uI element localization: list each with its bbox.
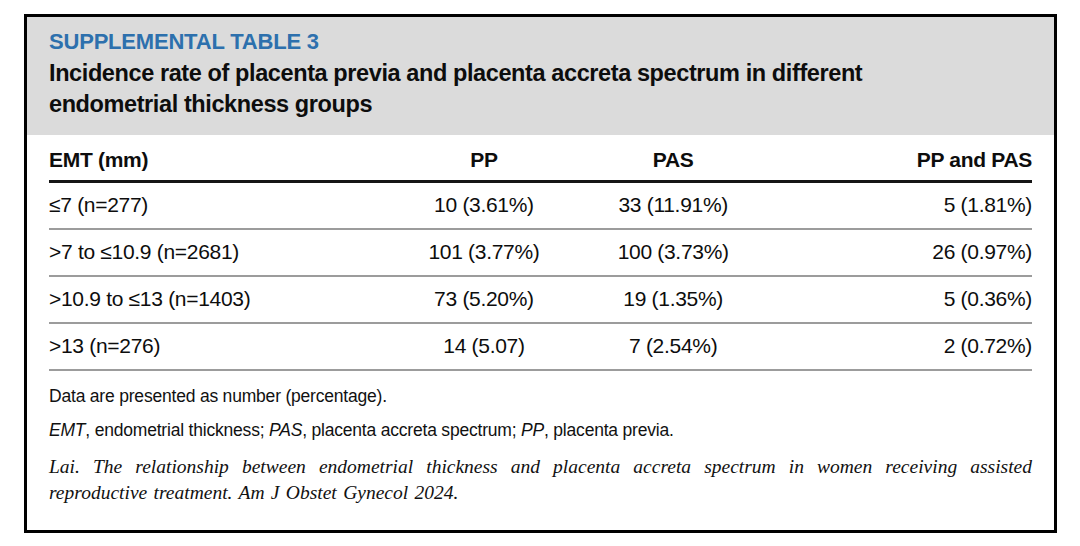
footnote-presentation: Data are presented as number (percentage…	[49, 386, 1032, 407]
cell-emt-group: >10.9 to ≤13 (n=1403)	[49, 276, 413, 323]
table-row: >10.9 to ≤13 (n=1403) 73 (5.20%) 19 (1.3…	[49, 276, 1032, 323]
cell-pas-value: 19 (1.35%)	[555, 276, 791, 323]
table-body: ≤7 (n=277) 10 (3.61%) 33 (11.91%) 5 (1.8…	[49, 182, 1032, 371]
supplemental-table-panel: SUPPLEMENTAL TABLE 3 Incidence rate of p…	[24, 14, 1057, 533]
data-table-container: EMT (mm) PP PAS PP and PAS ≤7 (n=277) 10…	[27, 135, 1054, 371]
cell-pp-and-pas-value: 2 (0.72%)	[791, 323, 1032, 370]
footnote-abbreviations: EMT, endometrial thickness; PAS, placent…	[49, 420, 1032, 441]
table-row: >7 to ≤10.9 (n=2681) 101 (3.77%) 100 (3.…	[49, 229, 1032, 276]
cell-pp-value: 101 (3.77%)	[413, 229, 556, 276]
cell-pas-value: 100 (3.73%)	[555, 229, 791, 276]
table-head: EMT (mm) PP PAS PP and PAS	[49, 135, 1032, 182]
col-header-pas: PAS	[555, 135, 791, 182]
supplemental-table-label: SUPPLEMENTAL TABLE 3	[49, 28, 1032, 55]
col-header-pp-and-pas: PP and PAS	[791, 135, 1032, 182]
cell-pas-value: 33 (11.91%)	[555, 182, 791, 230]
abbr-pas-definition: , placenta accreta spectrum;	[302, 420, 521, 440]
cell-pp-value: 10 (3.61%)	[413, 182, 556, 230]
abbr-emt: EMT	[49, 420, 85, 440]
table-row: >13 (n=276) 14 (5.07) 7 (2.54%) 2 (0.72%…	[49, 323, 1032, 370]
table-title-line1: Incidence rate of placenta previa and pl…	[49, 58, 1032, 89]
table-header-band: SUPPLEMENTAL TABLE 3 Incidence rate of p…	[27, 17, 1054, 135]
cell-emt-group: >7 to ≤10.9 (n=2681)	[49, 229, 413, 276]
abbr-emt-definition: , endometrial thickness;	[85, 420, 269, 440]
cell-pp-and-pas-value: 5 (1.81%)	[791, 182, 1032, 230]
footnotes: Data are presented as number (percentage…	[27, 386, 1054, 506]
citation: Lai. The relationship between endometria…	[49, 454, 1032, 506]
col-header-emt: EMT (mm)	[49, 135, 413, 182]
cell-pas-value: 7 (2.54%)	[555, 323, 791, 370]
cell-emt-group: ≤7 (n=277)	[49, 182, 413, 230]
abbr-pp-definition: , placenta previa.	[544, 420, 674, 440]
cell-emt-group: >13 (n=276)	[49, 323, 413, 370]
cell-pp-value: 14 (5.07)	[413, 323, 556, 370]
abbr-pas: PAS	[269, 420, 302, 440]
cell-pp-and-pas-value: 26 (0.97%)	[791, 229, 1032, 276]
cell-pp-value: 73 (5.20%)	[413, 276, 556, 323]
table-title-line2: endometrial thickness groups	[49, 89, 1032, 120]
incidence-table: EMT (mm) PP PAS PP and PAS ≤7 (n=277) 10…	[49, 135, 1032, 371]
header-row: EMT (mm) PP PAS PP and PAS	[49, 135, 1032, 182]
col-header-pp: PP	[413, 135, 556, 182]
table-row: ≤7 (n=277) 10 (3.61%) 33 (11.91%) 5 (1.8…	[49, 182, 1032, 230]
cell-pp-and-pas-value: 5 (0.36%)	[791, 276, 1032, 323]
abbr-pp: PP	[521, 420, 544, 440]
table-title: Incidence rate of placenta previa and pl…	[49, 58, 1032, 120]
